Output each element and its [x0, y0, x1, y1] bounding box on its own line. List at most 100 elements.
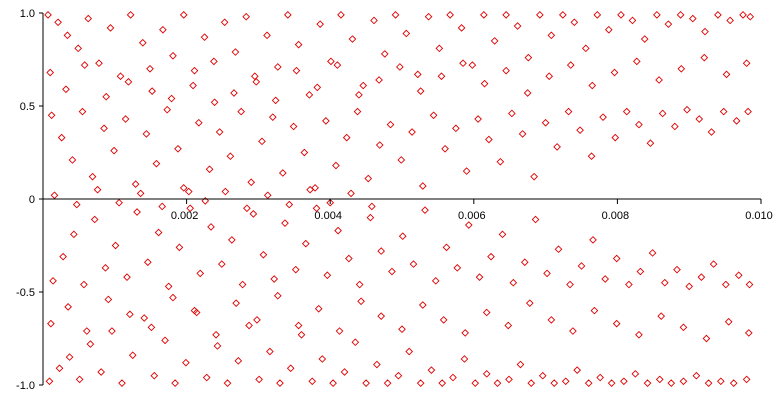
data-point: [273, 63, 282, 71]
data-point: [679, 323, 688, 332]
data-point: [74, 44, 83, 53]
data-point: [230, 89, 238, 97]
data-point: [179, 11, 188, 19]
data-point: [516, 360, 525, 369]
data-point: [47, 111, 56, 120]
data-point: [493, 379, 502, 387]
data-point: [700, 53, 709, 62]
x-tick-label: 0.010: [745, 210, 773, 222]
data-point: [123, 273, 131, 281]
data-point: [311, 184, 319, 192]
data-point: [247, 178, 256, 187]
data-point: [683, 105, 691, 114]
data-point: [416, 87, 425, 95]
data-point: [213, 342, 222, 350]
data-point: [673, 265, 681, 274]
data-point: [569, 327, 577, 335]
data-point: [541, 118, 550, 127]
data-point: [306, 185, 314, 194]
data-point: [169, 51, 177, 60]
data-point: [355, 280, 364, 289]
data-point: [148, 87, 156, 95]
data-point: [464, 221, 473, 229]
data-point: [238, 280, 247, 289]
data-point: [657, 312, 666, 321]
data-point: [175, 243, 184, 252]
data-point: [504, 321, 513, 330]
data-point: [543, 269, 551, 278]
data-point: [54, 18, 62, 27]
data-point: [314, 304, 323, 313]
data-point: [347, 189, 355, 198]
data-point: [278, 169, 287, 177]
data-point: [161, 336, 169, 345]
data-point: [255, 375, 263, 384]
data-point: [250, 72, 259, 81]
data-point: [554, 245, 563, 254]
data-point: [386, 120, 395, 129]
data-point: [121, 115, 130, 123]
data-point: [179, 184, 188, 192]
data-point: [704, 379, 713, 387]
data-point: [566, 280, 574, 289]
data-point: [284, 11, 292, 19]
data-point: [95, 59, 103, 68]
data-point: [685, 282, 694, 291]
data-point: [612, 254, 621, 263]
data-point: [545, 72, 554, 81]
data-point: [49, 277, 57, 285]
data-point: [719, 107, 728, 116]
data-point: [171, 379, 179, 387]
data-point: [677, 64, 686, 73]
data-point: [335, 327, 344, 335]
data-point: [334, 226, 342, 235]
data-point: [482, 370, 491, 378]
data-point: [408, 128, 416, 136]
data-point: [625, 280, 633, 289]
x-tick-label: 0.002: [171, 210, 199, 222]
data-point: [242, 12, 251, 21]
data-point: [46, 68, 55, 77]
data-point: [308, 377, 317, 386]
data-point: [292, 66, 301, 75]
data-point: [159, 25, 167, 34]
data-point: [732, 117, 741, 125]
data-point: [266, 347, 274, 356]
data-point: [115, 198, 123, 207]
data-point: [312, 204, 321, 213]
data-point: [746, 12, 755, 21]
data-point: [84, 14, 93, 23]
data-point: [716, 377, 725, 386]
data-point: [111, 241, 120, 250]
data-point: [462, 167, 471, 175]
data-point: [150, 371, 159, 380]
data-point: [643, 379, 652, 387]
data-point: [147, 323, 156, 332]
data-point: [50, 191, 59, 200]
data-point: [59, 252, 67, 261]
x-axis-ticks: 0.002 0.004 0.006 0.008 0.010: [171, 199, 773, 222]
data-point: [742, 59, 751, 68]
data-point: [709, 260, 718, 268]
data-point: [158, 202, 167, 211]
data-point: [482, 308, 491, 317]
data-point: [692, 371, 701, 380]
data-point: [520, 258, 529, 267]
data-point: [397, 156, 406, 164]
data-point: [383, 379, 392, 387]
data-point: [701, 27, 709, 36]
data-point: [610, 68, 619, 77]
data-point: [221, 187, 230, 196]
data-point: [593, 11, 602, 19]
data-point: [323, 271, 332, 280]
data-point: [186, 204, 195, 213]
data-point: [380, 50, 389, 58]
data-point: [126, 11, 135, 19]
data-point: [502, 11, 510, 19]
data-point: [558, 11, 567, 19]
data-point: [227, 236, 236, 244]
data-point: [459, 59, 467, 68]
data-point: [342, 133, 351, 142]
data-point: [611, 133, 620, 142]
x-tick-label: 0.006: [458, 210, 486, 222]
